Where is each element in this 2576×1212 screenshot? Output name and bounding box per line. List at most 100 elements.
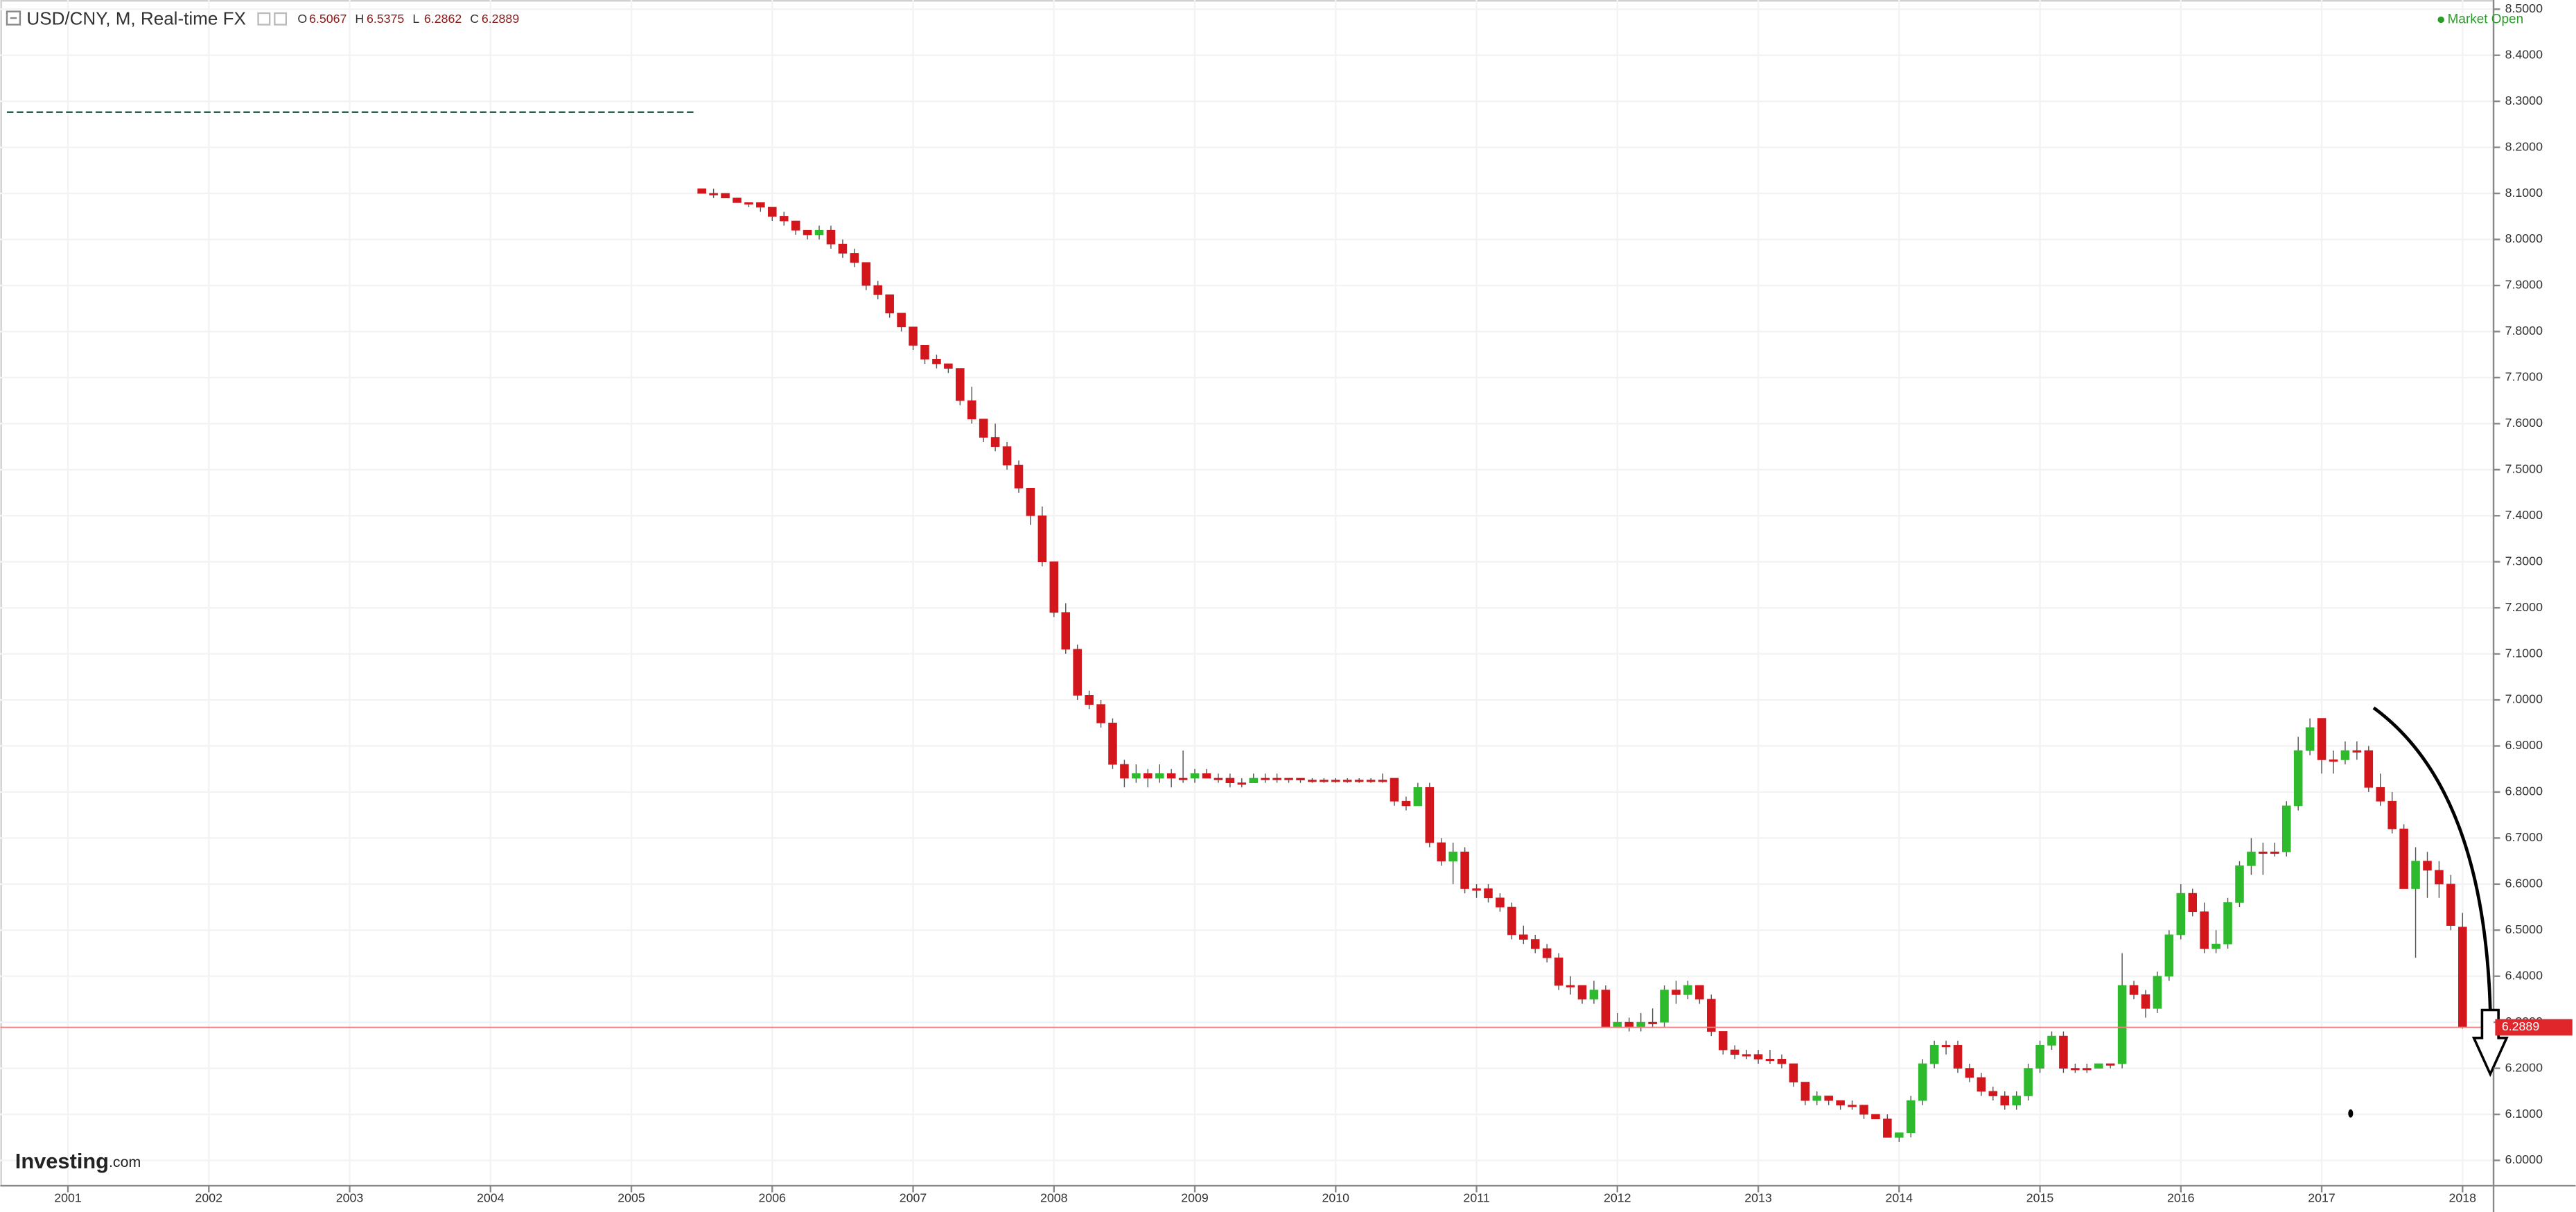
candle-body	[1589, 990, 1599, 1000]
candle-body	[2364, 750, 2374, 788]
logo-suffix: .com	[109, 1154, 141, 1170]
y-tick-label: 6.6000	[2505, 877, 2543, 890]
candle-body	[1929, 1045, 1939, 1064]
candle-body	[2094, 1063, 2103, 1069]
y-tick-label: 6.4000	[2505, 968, 2543, 982]
candle-body	[709, 193, 718, 195]
candle-body	[1354, 780, 1364, 782]
candle-body	[1132, 773, 1141, 779]
candle-body	[2411, 861, 2420, 889]
y-tick-label: 6.1000	[2505, 1107, 2543, 1121]
candle-body	[2117, 985, 2127, 1064]
candle-body	[885, 294, 894, 314]
candle-body	[2235, 865, 2244, 903]
candle-body	[1401, 800, 1411, 807]
candle-body	[1988, 1091, 1998, 1096]
y-tick-label: 8.2000	[2505, 139, 2543, 153]
candle-body	[2376, 787, 2385, 802]
candle-body	[1284, 778, 1293, 780]
y-tick-label: 6.5000	[2505, 922, 2543, 936]
candle-body	[2188, 893, 2198, 913]
candle-body	[2329, 759, 2338, 762]
candle-body	[1120, 764, 1129, 779]
candle-body	[1472, 888, 1481, 891]
candle-body	[1261, 778, 1270, 780]
candle-body	[1848, 1105, 1857, 1107]
candle-body	[1624, 1021, 1634, 1028]
candle-body	[1413, 787, 1423, 807]
y-tick-label: 6.0000	[2505, 1152, 2543, 1166]
candle-body	[1366, 780, 1376, 782]
candle-body	[1859, 1105, 1868, 1115]
y-tick-label: 6.2000	[2505, 1060, 2543, 1074]
status-dot	[2437, 16, 2444, 24]
x-tick-label: 2015	[2026, 1191, 2054, 1205]
candle-body	[1660, 990, 1669, 1023]
candle-body	[1577, 985, 1587, 1000]
candle-body	[1965, 1068, 1974, 1078]
grid	[0, 0, 2494, 1186]
candle-body	[1812, 1096, 1822, 1101]
y-tick-label: 7.1000	[2505, 646, 2543, 660]
candle-body	[1425, 787, 1435, 843]
y-tick-label: 8.4000	[2505, 47, 2543, 61]
y-tick-label: 8.3000	[2505, 94, 2543, 107]
candle-body	[2446, 884, 2455, 926]
candle-body	[768, 207, 777, 217]
candle-body	[1096, 704, 1105, 723]
x-tick-label: 2011	[1463, 1191, 1489, 1205]
candle-body	[779, 216, 789, 222]
candle-body	[1953, 1045, 1963, 1069]
x-tick-label: 2001	[54, 1191, 82, 1205]
candle-body	[1507, 906, 1516, 936]
candle-body	[838, 243, 848, 254]
candle-body	[2141, 994, 2150, 1009]
y-tick-label: 7.4000	[2505, 508, 2543, 522]
candle-body	[721, 193, 730, 199]
header-icon	[257, 12, 271, 26]
candle-body	[744, 202, 753, 205]
logo-main: Investing	[15, 1149, 109, 1173]
candle-body	[1672, 990, 1681, 995]
last-price-box	[2495, 1019, 2573, 1036]
candle-body	[1108, 722, 1117, 765]
candle-body	[697, 188, 706, 194]
candle-body	[1636, 1021, 1645, 1028]
candle-body	[1883, 1118, 1892, 1138]
y-tick-label: 7.7000	[2505, 370, 2543, 384]
candle-body	[1272, 778, 1281, 780]
candle-body	[1460, 851, 1469, 889]
x-tick-label: 2003	[336, 1191, 364, 1205]
x-tick-label: 2018	[2449, 1191, 2477, 1205]
candle-body	[2293, 750, 2303, 807]
collapse-button[interactable]	[6, 10, 21, 26]
candle-body	[1331, 780, 1340, 782]
candle-body	[2012, 1096, 2021, 1106]
candle-body	[956, 368, 965, 401]
candle-body	[967, 400, 976, 420]
candle-body	[1613, 1021, 1622, 1028]
y-tick-label: 7.6000	[2505, 416, 2543, 430]
candle-body	[920, 345, 929, 360]
dot	[2348, 1109, 2354, 1118]
candle-body	[2047, 1035, 2056, 1046]
y-tick-label: 7.8000	[2505, 324, 2543, 337]
candle-body	[1002, 446, 1012, 466]
y-tick-label: 7.5000	[2505, 462, 2543, 475]
candle-body	[1049, 561, 1059, 613]
ohlc-value: 6.2862	[424, 12, 462, 26]
x-tick-label: 2002	[195, 1191, 223, 1205]
candle-body	[1777, 1058, 1787, 1064]
candle-body	[1155, 773, 1164, 779]
candle-body	[932, 358, 941, 365]
candle-body	[873, 285, 883, 295]
candle-body	[1566, 985, 1575, 987]
x-tick-label: 2016	[2167, 1191, 2195, 1205]
candle-body	[1342, 780, 1352, 782]
header-icon	[274, 12, 288, 26]
candle-body	[909, 326, 918, 346]
logo: Investing.com	[15, 1149, 141, 1173]
candle-body	[1800, 1082, 1810, 1101]
candle-body	[2223, 902, 2232, 945]
